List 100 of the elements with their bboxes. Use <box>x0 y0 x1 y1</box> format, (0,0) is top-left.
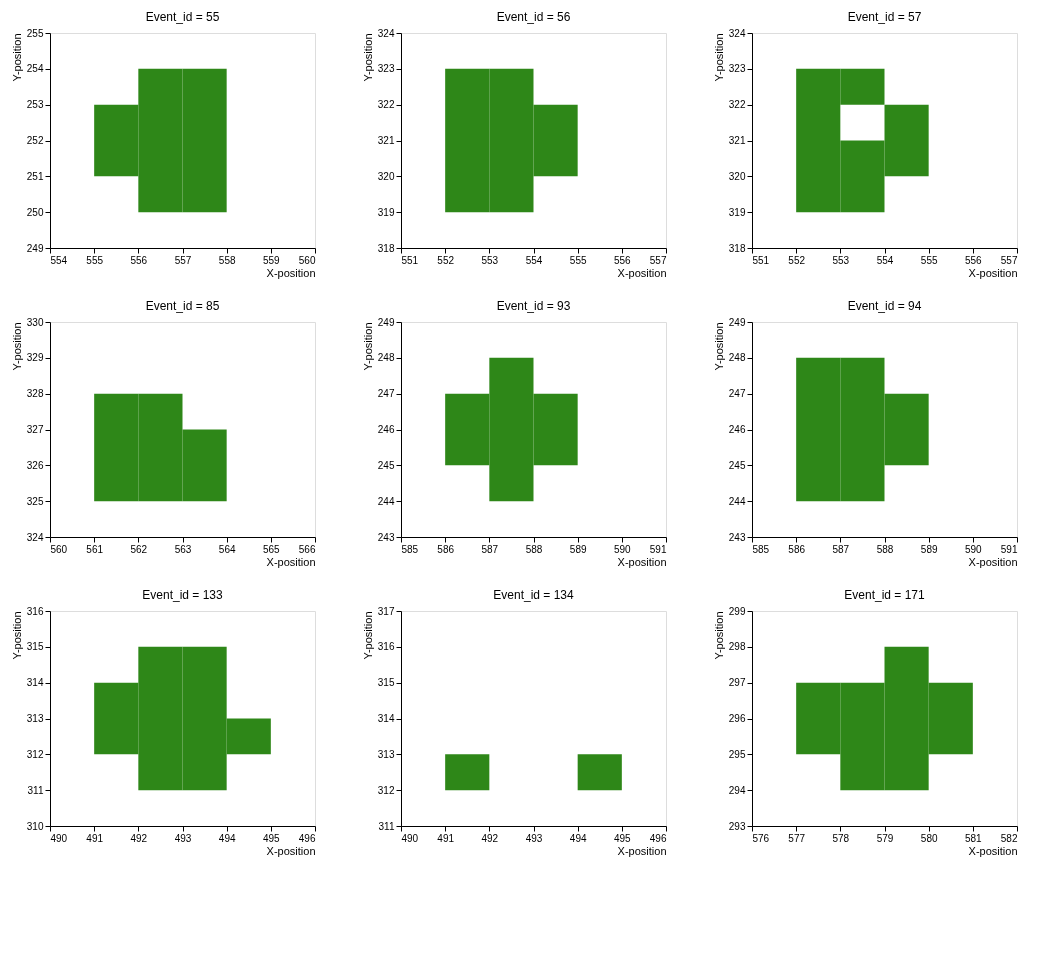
y-tick-label: 316 <box>26 605 44 617</box>
x-tick-label: 581 <box>964 832 983 844</box>
x-tick-label: 565 <box>262 543 281 555</box>
x-tick-label: 491 <box>437 832 455 844</box>
x-tick-label: 559 <box>262 254 281 266</box>
x-tick-label: 588 <box>876 543 894 555</box>
y-tick-label: 317 <box>377 605 395 617</box>
y-tick-label: 311 <box>27 784 44 796</box>
y-tick-label: 310 <box>26 820 44 832</box>
y-tick-label: 324 <box>26 531 44 543</box>
x-tick-label: 578 <box>832 832 850 844</box>
y-tick-label: 323 <box>728 63 746 75</box>
x-tick-label: 552 <box>437 254 455 266</box>
x-axis-title: X-position <box>617 844 667 857</box>
y-axis-title: Y-position <box>361 33 374 82</box>
x-tick-label: 589 <box>920 543 938 555</box>
x-tick-label: 557 <box>174 254 192 266</box>
chart-title: Event_id = 55 <box>145 10 220 24</box>
x-tick-label: 554 <box>876 254 894 266</box>
x-tick-label: 580 <box>920 832 938 844</box>
x-tick-label: 590 <box>964 543 983 555</box>
y-tick-label: 319 <box>377 206 395 218</box>
y-tick-label: 318 <box>377 242 395 254</box>
chart-title: Event_id = 85 <box>145 299 220 313</box>
y-tick-label: 327 <box>26 424 44 435</box>
y-tick-label: 255 <box>26 27 44 39</box>
x-tick-label: 560 <box>50 543 68 555</box>
y-tick-label: 247 <box>728 388 746 400</box>
y-tick-label: 328 <box>26 388 44 400</box>
chart-title: Event_id = 93 <box>496 299 571 313</box>
y-axis-title: Y-position <box>10 322 23 371</box>
y-tick-label: 248 <box>728 352 746 364</box>
y-tick-label: 245 <box>728 459 746 471</box>
y-tick-label: 249 <box>728 316 746 328</box>
y-axis-title: Y-position <box>712 611 725 660</box>
x-tick-label: 586 <box>437 543 455 555</box>
x-tick-label: 494 <box>569 832 587 844</box>
x-tick-label: 591 <box>1000 543 1018 555</box>
x-tick-label: 582 <box>1000 832 1018 844</box>
x-tick-label: 490 <box>50 832 68 844</box>
y-tick-label: 326 <box>26 459 44 471</box>
x-tick-label: 553 <box>481 254 499 266</box>
x-axis-title: X-position <box>968 844 1018 857</box>
x-axis-title: X-position <box>617 555 667 568</box>
y-tick-label: 247 <box>377 388 395 400</box>
x-tick-label: 555 <box>920 254 938 266</box>
y-tick-label: 315 <box>26 641 44 653</box>
y-tick-label: 319 <box>728 206 746 218</box>
x-tick-label: 560 <box>298 254 316 266</box>
y-tick-label: 252 <box>26 135 44 146</box>
y-tick-label: 316 <box>377 641 395 653</box>
y-tick-label: 330 <box>26 316 44 328</box>
chart-title: Event_id = 94 <box>847 299 922 313</box>
x-axis-title: X-position <box>617 266 667 279</box>
chart-title: Event_id = 171 <box>844 588 926 602</box>
x-tick-label: 491 <box>86 832 104 844</box>
y-tick-label: 250 <box>26 206 44 218</box>
y-tick-label: 313 <box>377 748 395 760</box>
x-tick-label: 493 <box>525 832 543 844</box>
y-tick-label: 323 <box>377 63 395 75</box>
y-tick-label: 243 <box>728 531 746 543</box>
y-tick-label: 312 <box>26 748 44 760</box>
y-axis-title: Y-position <box>361 322 374 371</box>
y-tick-label: 324 <box>728 27 746 39</box>
x-axis-title: X-position <box>968 266 1018 279</box>
x-tick-label: 588 <box>525 543 543 555</box>
y-axis-title: Y-position <box>712 33 725 82</box>
y-tick-label: 246 <box>377 424 395 435</box>
y-tick-label: 313 <box>26 713 44 724</box>
x-axis-title: X-position <box>968 555 1018 568</box>
y-tick-label: 299 <box>728 605 746 617</box>
y-tick-label: 294 <box>728 784 746 796</box>
x-tick-label: 557 <box>1000 254 1018 266</box>
y-axis-title: Y-position <box>361 611 374 660</box>
x-tick-label: 551 <box>401 254 419 266</box>
y-tick-label: 244 <box>728 495 746 507</box>
y-tick-label: 296 <box>728 713 746 724</box>
chart-title: Event_id = 133 <box>142 588 224 602</box>
y-tick-label: 244 <box>377 495 395 507</box>
y-tick-label: 311 <box>378 820 395 832</box>
y-tick-label: 322 <box>377 99 395 111</box>
y-tick-label: 246 <box>728 424 746 435</box>
y-tick-label: 314 <box>26 677 44 689</box>
y-tick-label: 318 <box>728 242 746 254</box>
y-tick-label: 249 <box>26 242 44 254</box>
y-tick-label: 251 <box>26 170 44 182</box>
x-tick-label: 492 <box>481 832 499 844</box>
y-tick-label: 248 <box>377 352 395 364</box>
y-tick-label: 254 <box>26 63 44 75</box>
x-tick-label: 492 <box>130 832 148 844</box>
y-tick-label: 249 <box>377 316 395 328</box>
y-tick-label: 314 <box>377 713 395 724</box>
y-tick-label: 297 <box>728 677 746 689</box>
y-tick-label: 320 <box>728 170 746 182</box>
x-tick-label: 496 <box>298 832 316 844</box>
y-tick-label: 253 <box>26 99 44 111</box>
x-tick-label: 561 <box>86 543 104 555</box>
y-tick-label: 329 <box>26 352 44 364</box>
y-tick-label: 321 <box>728 135 746 146</box>
x-axis-title: X-position <box>266 844 316 857</box>
